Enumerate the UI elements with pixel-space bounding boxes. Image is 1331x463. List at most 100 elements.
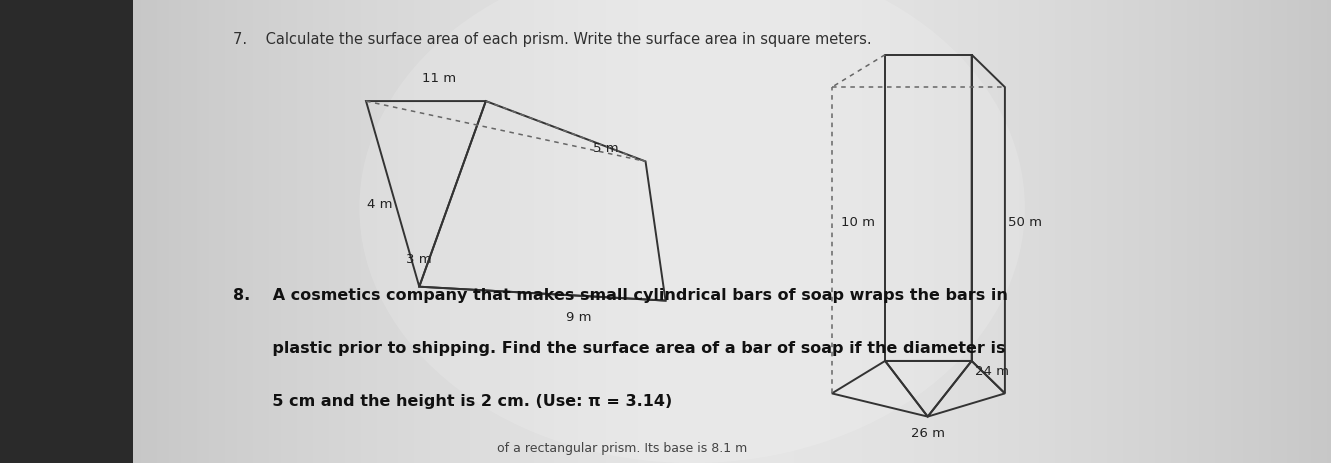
Bar bbox=[1219, 0, 1223, 463]
Bar bbox=[562, 0, 566, 463]
Bar bbox=[350, 0, 354, 463]
Bar bbox=[241, 0, 246, 463]
Bar bbox=[1175, 0, 1179, 463]
Bar bbox=[145, 0, 149, 463]
Bar bbox=[1319, 0, 1323, 463]
Bar bbox=[446, 0, 450, 463]
Bar bbox=[701, 0, 707, 463]
Bar bbox=[386, 0, 390, 463]
Bar bbox=[610, 0, 615, 463]
Bar bbox=[169, 0, 173, 463]
Bar bbox=[775, 0, 779, 463]
Bar bbox=[1259, 0, 1263, 463]
Bar bbox=[1311, 0, 1315, 463]
Bar bbox=[666, 0, 671, 463]
Bar bbox=[847, 0, 851, 463]
Bar bbox=[1247, 0, 1251, 463]
Text: 9 m: 9 m bbox=[566, 311, 592, 324]
Bar bbox=[799, 0, 803, 463]
Bar bbox=[1299, 0, 1303, 463]
Text: 8.    A cosmetics company that makes small cylindrical bars of soap wraps the ba: 8. A cosmetics company that makes small … bbox=[233, 287, 1008, 302]
Bar bbox=[346, 0, 350, 463]
Bar bbox=[1199, 0, 1203, 463]
Bar bbox=[273, 0, 278, 463]
Bar bbox=[998, 0, 1004, 463]
Text: 26 m: 26 m bbox=[910, 426, 945, 439]
Bar bbox=[554, 0, 558, 463]
Bar bbox=[843, 0, 847, 463]
Bar bbox=[189, 0, 193, 463]
Bar bbox=[1054, 0, 1059, 463]
Bar bbox=[763, 0, 767, 463]
Text: 11 m: 11 m bbox=[422, 72, 457, 85]
Bar bbox=[713, 0, 719, 463]
Bar bbox=[458, 0, 462, 463]
Bar bbox=[498, 0, 502, 463]
Bar bbox=[1151, 0, 1155, 463]
Bar bbox=[874, 0, 878, 463]
Bar bbox=[358, 0, 362, 463]
Bar bbox=[382, 0, 386, 463]
Bar bbox=[735, 0, 739, 463]
Bar bbox=[542, 0, 546, 463]
Bar bbox=[662, 0, 667, 463]
Bar bbox=[1171, 0, 1175, 463]
Bar bbox=[422, 0, 426, 463]
Bar bbox=[390, 0, 394, 463]
Bar bbox=[918, 0, 922, 463]
Bar bbox=[795, 0, 799, 463]
Bar bbox=[546, 0, 550, 463]
Bar bbox=[177, 0, 181, 463]
Bar bbox=[855, 0, 858, 463]
Bar bbox=[1106, 0, 1111, 463]
Bar bbox=[530, 0, 534, 463]
Bar bbox=[1323, 0, 1327, 463]
Bar bbox=[771, 0, 775, 463]
Bar bbox=[654, 0, 659, 463]
Bar bbox=[862, 0, 866, 463]
Bar bbox=[1291, 0, 1295, 463]
Bar bbox=[950, 0, 954, 463]
Bar bbox=[229, 0, 234, 463]
Bar bbox=[767, 0, 771, 463]
Bar bbox=[650, 0, 655, 463]
Bar bbox=[157, 0, 161, 463]
Bar bbox=[538, 0, 542, 463]
Bar bbox=[1078, 0, 1083, 463]
Bar bbox=[1235, 0, 1239, 463]
Bar bbox=[819, 0, 823, 463]
Bar bbox=[410, 0, 414, 463]
Bar bbox=[490, 0, 494, 463]
Bar bbox=[803, 0, 807, 463]
Bar bbox=[1126, 0, 1131, 463]
Bar bbox=[990, 0, 994, 463]
Text: 10 m: 10 m bbox=[841, 216, 876, 229]
Bar bbox=[954, 0, 958, 463]
Bar bbox=[309, 0, 314, 463]
Bar bbox=[1143, 0, 1147, 463]
Bar bbox=[414, 0, 418, 463]
Bar bbox=[1026, 0, 1032, 463]
Bar bbox=[225, 0, 230, 463]
Bar bbox=[717, 0, 723, 463]
Bar bbox=[297, 0, 302, 463]
Bar bbox=[329, 0, 334, 463]
Bar bbox=[1187, 0, 1191, 463]
Bar bbox=[141, 0, 145, 463]
Bar bbox=[261, 0, 266, 463]
Bar bbox=[334, 0, 338, 463]
Bar bbox=[153, 0, 157, 463]
Bar bbox=[1034, 0, 1040, 463]
Bar bbox=[181, 0, 185, 463]
Bar bbox=[689, 0, 695, 463]
Bar bbox=[301, 0, 306, 463]
Bar bbox=[870, 0, 874, 463]
Bar bbox=[1263, 0, 1267, 463]
Bar bbox=[281, 0, 286, 463]
Bar bbox=[406, 0, 410, 463]
Bar bbox=[807, 0, 811, 463]
Bar bbox=[305, 0, 310, 463]
Bar bbox=[354, 0, 358, 463]
Bar bbox=[970, 0, 974, 463]
Bar bbox=[1022, 0, 1028, 463]
